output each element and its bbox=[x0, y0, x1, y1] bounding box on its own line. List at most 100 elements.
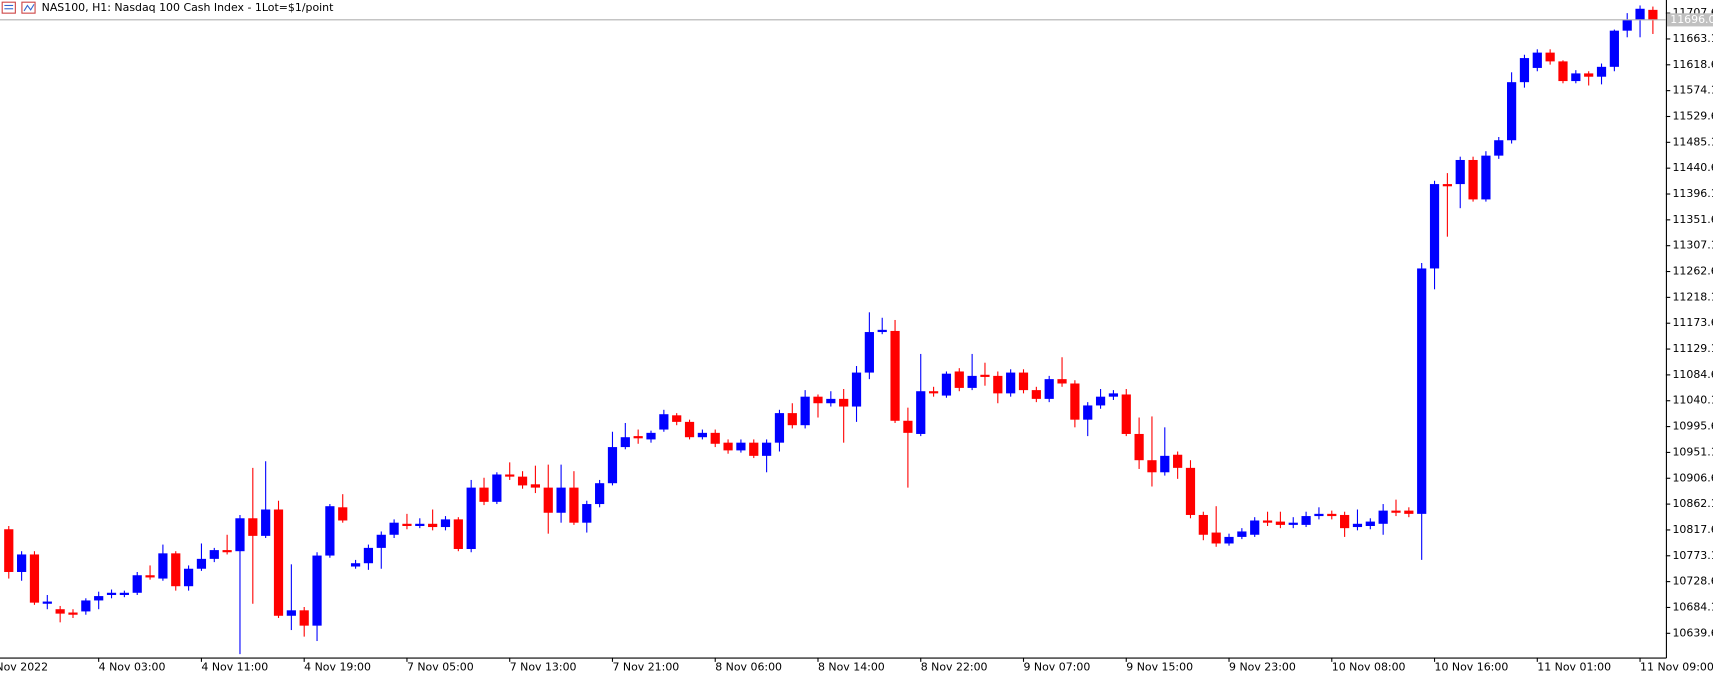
candle-body bbox=[1301, 516, 1311, 525]
candle-body bbox=[222, 550, 232, 553]
candle-body bbox=[1352, 523, 1363, 528]
candle-body bbox=[171, 553, 181, 587]
candle-body bbox=[1121, 394, 1131, 434]
y-tick-label: 11084.6 bbox=[1672, 368, 1713, 381]
candle-body bbox=[1532, 52, 1542, 68]
x-tick-label: 7 Nov 13:00 bbox=[510, 660, 577, 673]
candle-body bbox=[145, 575, 155, 578]
y-tick-label: 10639.6 bbox=[1672, 626, 1713, 639]
candle-body bbox=[119, 592, 129, 595]
candle-body bbox=[530, 484, 541, 488]
candle-body bbox=[1507, 82, 1517, 141]
candle-body bbox=[453, 519, 463, 549]
x-tick-label: 8 Nov 06:00 bbox=[715, 660, 782, 673]
candle-body bbox=[1648, 9, 1658, 20]
y-tick-label: 11351.6 bbox=[1672, 213, 1713, 226]
candle-body bbox=[389, 522, 399, 535]
x-tick-label: 10 Nov 16:00 bbox=[1435, 660, 1509, 673]
candle-body bbox=[620, 437, 630, 448]
candle-body bbox=[877, 329, 887, 333]
candle-body bbox=[235, 518, 245, 552]
candle-body bbox=[1391, 510, 1401, 513]
candle-body bbox=[672, 415, 682, 422]
candle-body bbox=[338, 507, 348, 521]
candle-body bbox=[582, 504, 592, 523]
candle-body bbox=[158, 553, 168, 579]
candle-body bbox=[132, 575, 142, 593]
candle-body bbox=[569, 487, 579, 523]
candle-body bbox=[1147, 460, 1157, 473]
candle-body bbox=[261, 509, 271, 536]
candle-body bbox=[1314, 513, 1324, 517]
x-tick-label: 3 Nov 2022 bbox=[0, 660, 48, 673]
candle-body bbox=[1006, 372, 1016, 394]
y-tick-label: 10995.6 bbox=[1672, 420, 1713, 433]
candle-body bbox=[106, 592, 117, 595]
candle-body bbox=[248, 518, 258, 536]
candle-body bbox=[1057, 379, 1067, 384]
x-tick-label: 11 Nov 01:00 bbox=[1537, 660, 1611, 673]
candle-body bbox=[1044, 379, 1054, 399]
candle-body bbox=[864, 332, 874, 373]
candle-body bbox=[1340, 514, 1350, 529]
candle-body bbox=[826, 398, 836, 404]
candle-body bbox=[1442, 184, 1452, 187]
candle-body bbox=[1288, 522, 1298, 525]
x-tick-label: 9 Nov 07:00 bbox=[1024, 660, 1091, 673]
y-tick-label: 11262.6 bbox=[1672, 265, 1713, 278]
candle-body bbox=[440, 519, 451, 528]
x-tick-label: 8 Nov 14:00 bbox=[818, 660, 885, 673]
candle-body bbox=[209, 550, 219, 559]
y-tick-label: 11173.6 bbox=[1672, 316, 1713, 329]
candle-body bbox=[273, 509, 284, 616]
candle-body bbox=[1198, 514, 1208, 535]
candle-body bbox=[1596, 66, 1607, 77]
candle-body bbox=[94, 596, 104, 601]
candle-body bbox=[1609, 30, 1619, 67]
candle-body bbox=[81, 600, 91, 612]
candle-body bbox=[659, 414, 669, 430]
candle-body bbox=[1211, 532, 1221, 544]
candle-body bbox=[1031, 390, 1041, 399]
candle-body bbox=[684, 421, 695, 438]
candle-body bbox=[492, 474, 502, 502]
candle-body bbox=[774, 413, 785, 443]
candle-body bbox=[993, 375, 1003, 394]
candle-body bbox=[1519, 58, 1530, 83]
candle-body bbox=[749, 442, 759, 456]
candle-body bbox=[1545, 52, 1555, 62]
y-tick-label: 11218.1 bbox=[1672, 290, 1713, 303]
y-tick-label: 10862.1 bbox=[1672, 497, 1713, 510]
candle-body bbox=[1083, 405, 1093, 420]
candle-body bbox=[1571, 73, 1581, 82]
x-tick-label: 4 Nov 03:00 bbox=[99, 660, 166, 673]
candle-body bbox=[1070, 383, 1080, 420]
candle-body bbox=[1108, 393, 1119, 397]
candle-body bbox=[1250, 520, 1260, 535]
candle-body bbox=[402, 523, 412, 526]
x-tick-label: 11 Nov 09:00 bbox=[1640, 660, 1713, 673]
candle-body bbox=[325, 506, 335, 556]
candle-body bbox=[954, 371, 964, 388]
y-tick-label: 11396.1 bbox=[1672, 187, 1713, 200]
candle-body bbox=[1095, 396, 1106, 406]
candle-body bbox=[1018, 372, 1029, 391]
candle-body bbox=[595, 483, 605, 505]
x-tick-label: 4 Nov 11:00 bbox=[201, 660, 268, 673]
candle-body bbox=[17, 554, 27, 572]
candle-body bbox=[980, 374, 990, 377]
candle-body bbox=[1417, 268, 1427, 514]
candle-body bbox=[762, 442, 772, 456]
header-icons bbox=[1, 1, 36, 14]
candle-body bbox=[1468, 159, 1478, 200]
candle-body bbox=[839, 398, 849, 407]
y-tick-label: 10728.6 bbox=[1672, 575, 1713, 588]
candle-body bbox=[556, 487, 566, 513]
candle-body bbox=[697, 432, 707, 438]
candle-body bbox=[312, 555, 322, 626]
candle-body bbox=[517, 476, 528, 486]
last-price-label: 11696.0 bbox=[1670, 13, 1713, 26]
candle-body bbox=[1134, 433, 1144, 461]
candle-body bbox=[479, 487, 489, 502]
